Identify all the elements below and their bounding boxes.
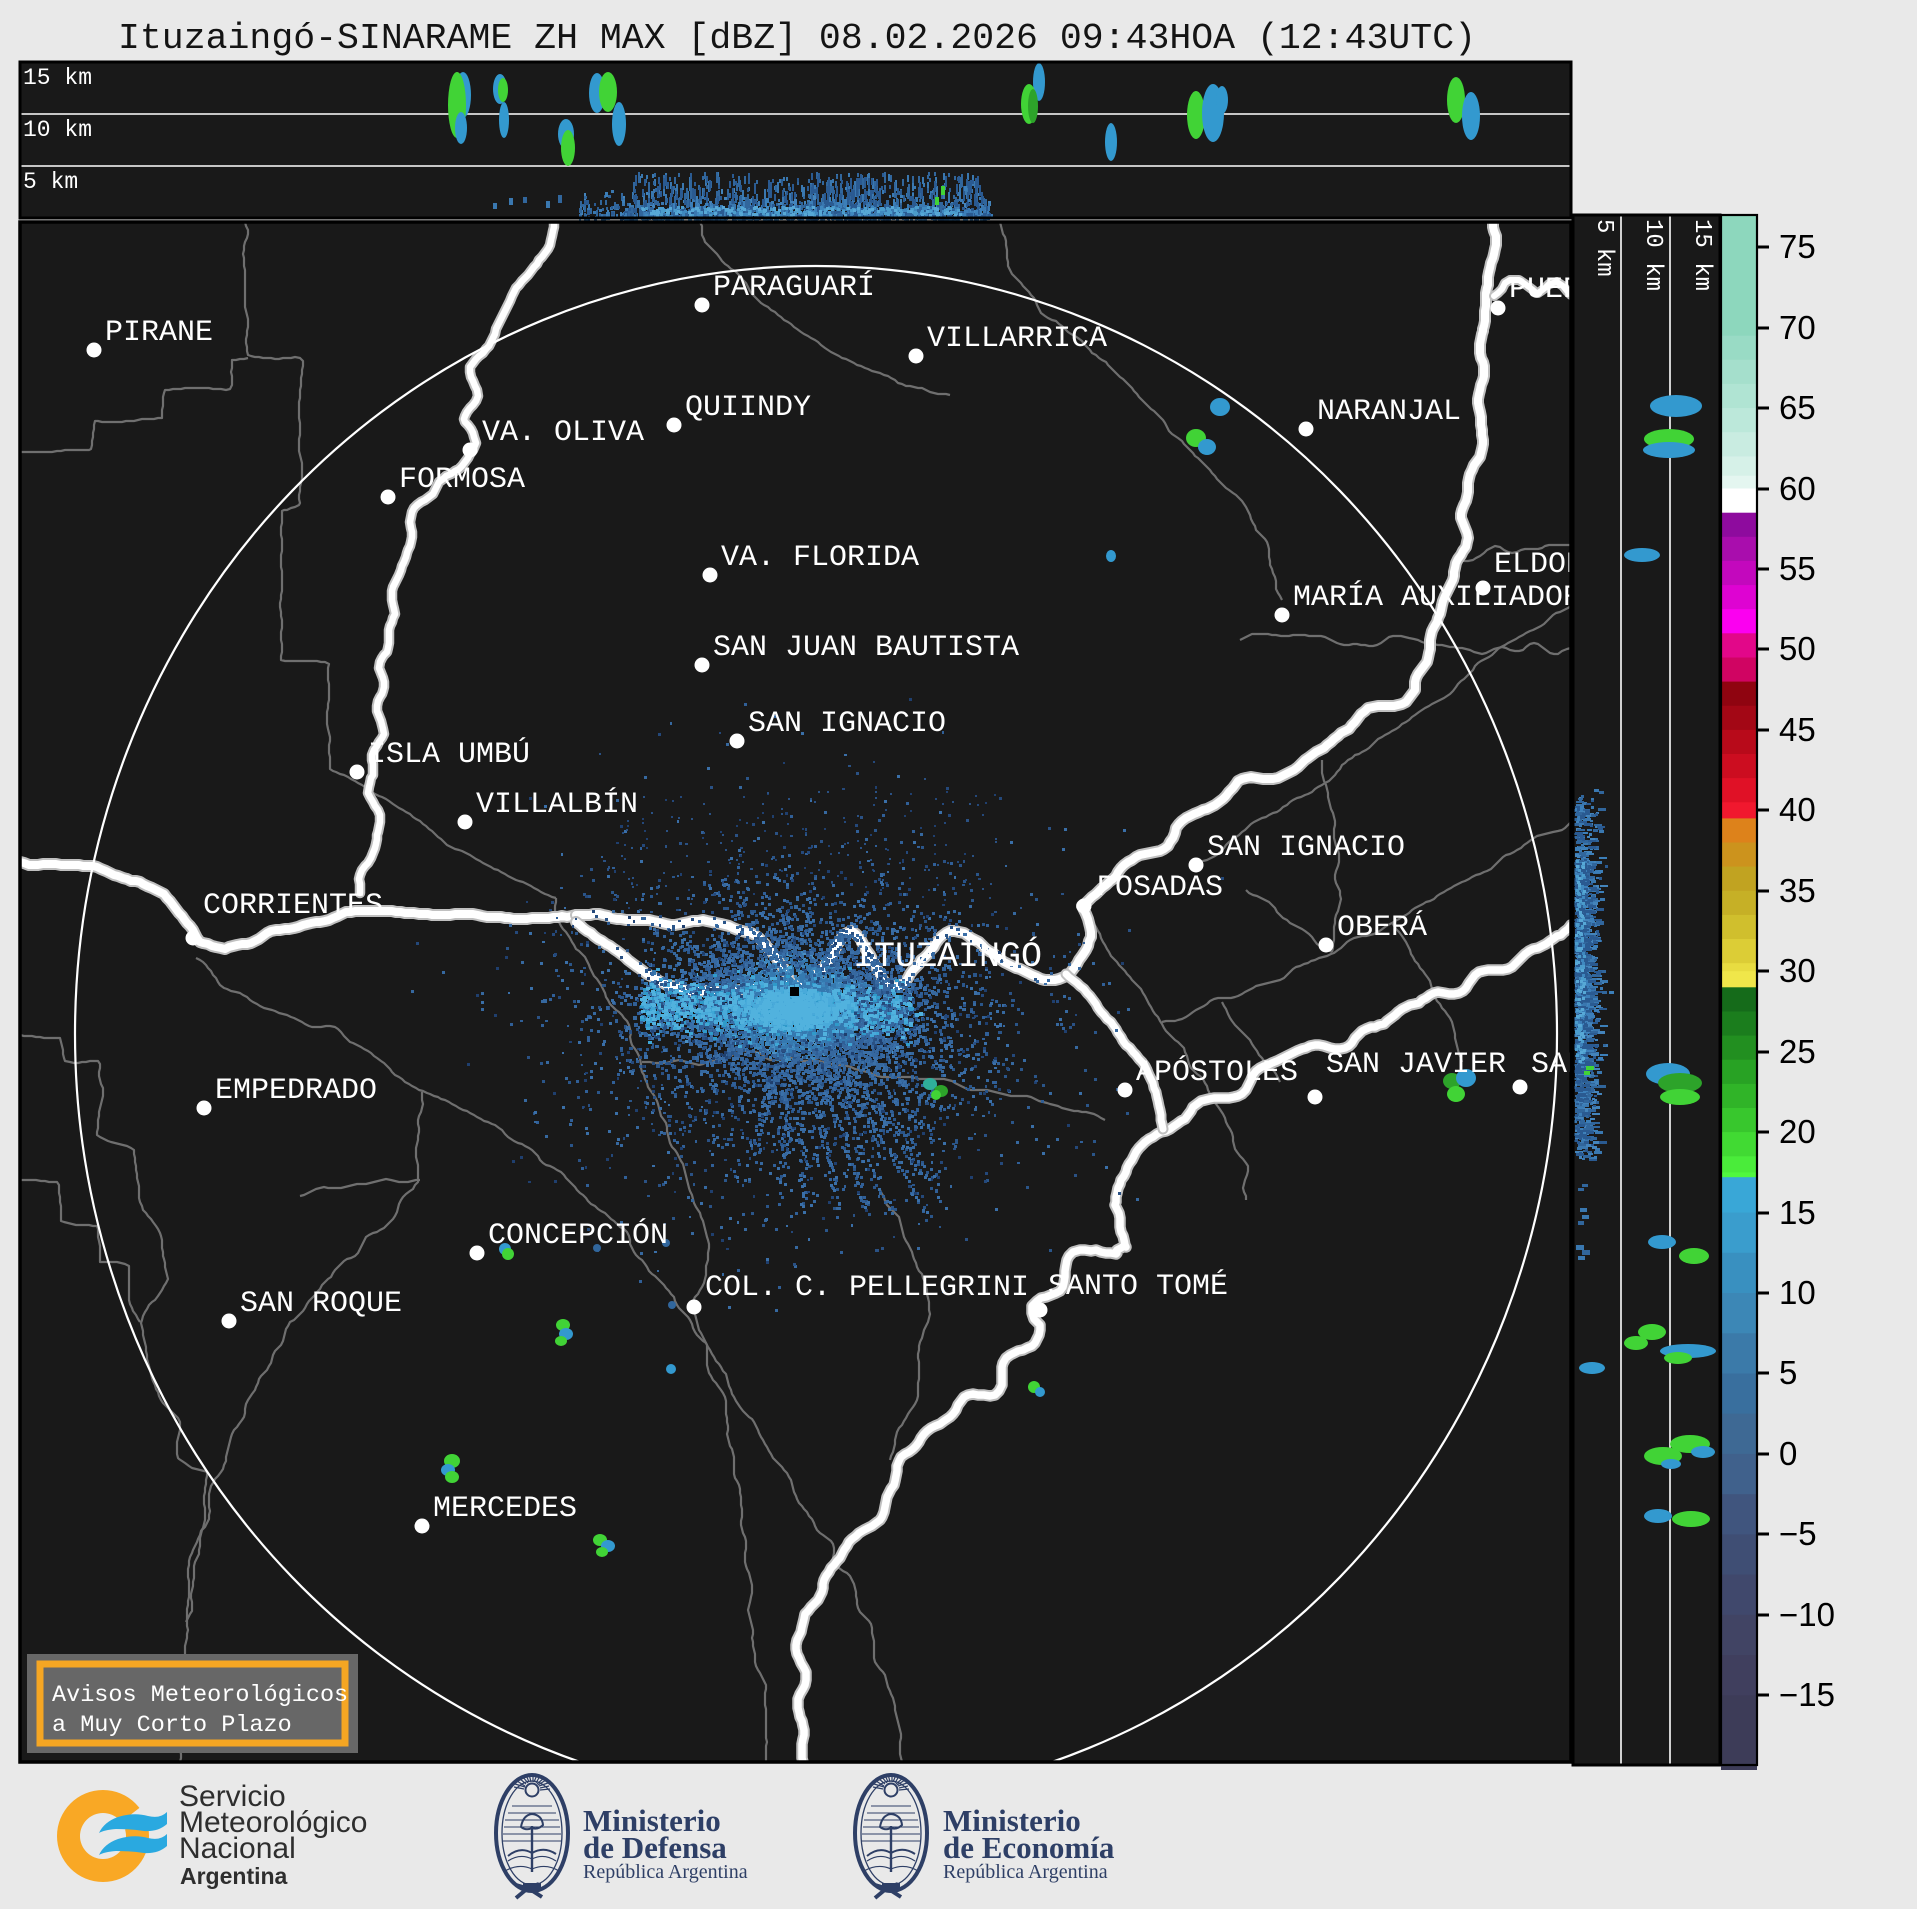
svg-text:SANTO TOMÉ: SANTO TOMÉ (1048, 1269, 1228, 1304)
svg-text:POSADAS: POSADAS (1097, 871, 1223, 905)
svg-text:Avisos Meteorológicos: Avisos Meteorológicos (52, 1682, 348, 1709)
svg-text:VILLALBÍN: VILLALBÍN (476, 787, 638, 822)
svg-text:PARAGUARÍ: PARAGUARÍ (713, 270, 875, 305)
svg-text:−10: −10 (1779, 1596, 1835, 1633)
svg-text:ELDORADO: ELDORADO (1494, 548, 1638, 582)
svg-text:VA. OLIVA: VA. OLIVA (482, 416, 644, 450)
svg-text:COL. C. PELLEGRINI: COL. C. PELLEGRINI (705, 1271, 1029, 1305)
svg-text:45: 45 (1779, 711, 1816, 748)
svg-text:MARÍA AUXILIADORA: MARÍA AUXILIADORA (1293, 580, 1599, 615)
svg-text:SAN JAVIER: SAN JAVIER (1326, 1048, 1506, 1082)
svg-text:República Argentina: República Argentina (583, 1861, 748, 1883)
svg-text:50: 50 (1779, 630, 1816, 667)
svg-text:Meteorológico: Meteorológico (179, 1806, 367, 1839)
svg-text:55: 55 (1779, 550, 1816, 587)
svg-text:10 km: 10 km (23, 117, 92, 143)
svg-text:−5: −5 (1779, 1515, 1817, 1552)
svg-text:0: 0 (1779, 1435, 1797, 1472)
svg-text:75: 75 (1779, 228, 1816, 265)
svg-text:VILLARRICA: VILLARRICA (927, 322, 1107, 356)
svg-text:VA. FLORIDA: VA. FLORIDA (721, 541, 919, 575)
svg-text:OBERÁ: OBERÁ (1337, 910, 1427, 945)
svg-text:Ituzaingó-SINARAME ZH MAX [dBZ: Ituzaingó-SINARAME ZH MAX [dBZ] 08.02.20… (118, 18, 1476, 59)
svg-text:CORRIENTES: CORRIENTES (203, 889, 383, 923)
svg-text:30: 30 (1779, 952, 1816, 989)
svg-text:PIRANE: PIRANE (105, 316, 213, 350)
svg-text:CONCEPCIÓN: CONCEPCIÓN (488, 1218, 668, 1253)
svg-text:5: 5 (1779, 1354, 1797, 1391)
svg-text:SAN: SAN (1531, 1048, 1585, 1082)
svg-text:PUERTO RICO: PUERTO RICO (1509, 273, 1707, 307)
svg-text:SAN JUAN BAUTISTA: SAN JUAN BAUTISTA (713, 631, 1019, 665)
svg-text:Servicio: Servicio (179, 1780, 286, 1813)
svg-text:República Argentina: República Argentina (943, 1861, 1108, 1883)
svg-text:5 km: 5 km (1590, 219, 1617, 277)
svg-text:APÓSTOLES: APÓSTOLES (1136, 1055, 1298, 1090)
svg-text:EMPEDRADO: EMPEDRADO (215, 1074, 377, 1108)
svg-text:−15: −15 (1779, 1676, 1835, 1713)
svg-text:a Muy Corto Plazo: a Muy Corto Plazo (52, 1712, 292, 1739)
svg-text:40: 40 (1779, 791, 1816, 828)
svg-text:SAN IGNACIO: SAN IGNACIO (1207, 831, 1405, 865)
svg-text:70: 70 (1779, 309, 1816, 346)
svg-text:Nacional: Nacional (179, 1832, 296, 1865)
svg-text:20: 20 (1779, 1113, 1816, 1150)
svg-text:25: 25 (1779, 1033, 1816, 1070)
svg-text:65: 65 (1779, 389, 1816, 426)
svg-text:de Defensa: de Defensa (583, 1830, 727, 1865)
svg-text:10 km: 10 km (1639, 219, 1666, 291)
svg-text:SAN IGNACIO: SAN IGNACIO (748, 707, 946, 741)
svg-text:10: 10 (1779, 1274, 1816, 1311)
svg-text:5 km: 5 km (23, 169, 78, 195)
svg-text:Argentina: Argentina (180, 1863, 288, 1889)
svg-text:ITUZAINGÓ: ITUZAINGÓ (853, 936, 1042, 977)
svg-text:NARANJAL: NARANJAL (1317, 395, 1461, 429)
svg-text:15 km: 15 km (23, 65, 92, 91)
svg-text:60: 60 (1779, 470, 1816, 507)
svg-text:MERCEDES: MERCEDES (433, 1492, 577, 1526)
svg-text:FORMOSA: FORMOSA (399, 463, 525, 497)
svg-text:Ministerio: Ministerio (583, 1803, 721, 1838)
svg-text:SAN ROQUE: SAN ROQUE (240, 1287, 402, 1321)
svg-text:de Economía: de Economía (943, 1830, 1115, 1865)
svg-text:15 km: 15 km (1688, 219, 1715, 291)
svg-text:QUIINDY: QUIINDY (685, 391, 811, 425)
svg-text:Ministerio: Ministerio (943, 1803, 1081, 1838)
svg-text:35: 35 (1779, 872, 1816, 909)
svg-text:15: 15 (1779, 1194, 1816, 1231)
svg-text:ISLA UMBÚ: ISLA UMBÚ (368, 737, 530, 772)
